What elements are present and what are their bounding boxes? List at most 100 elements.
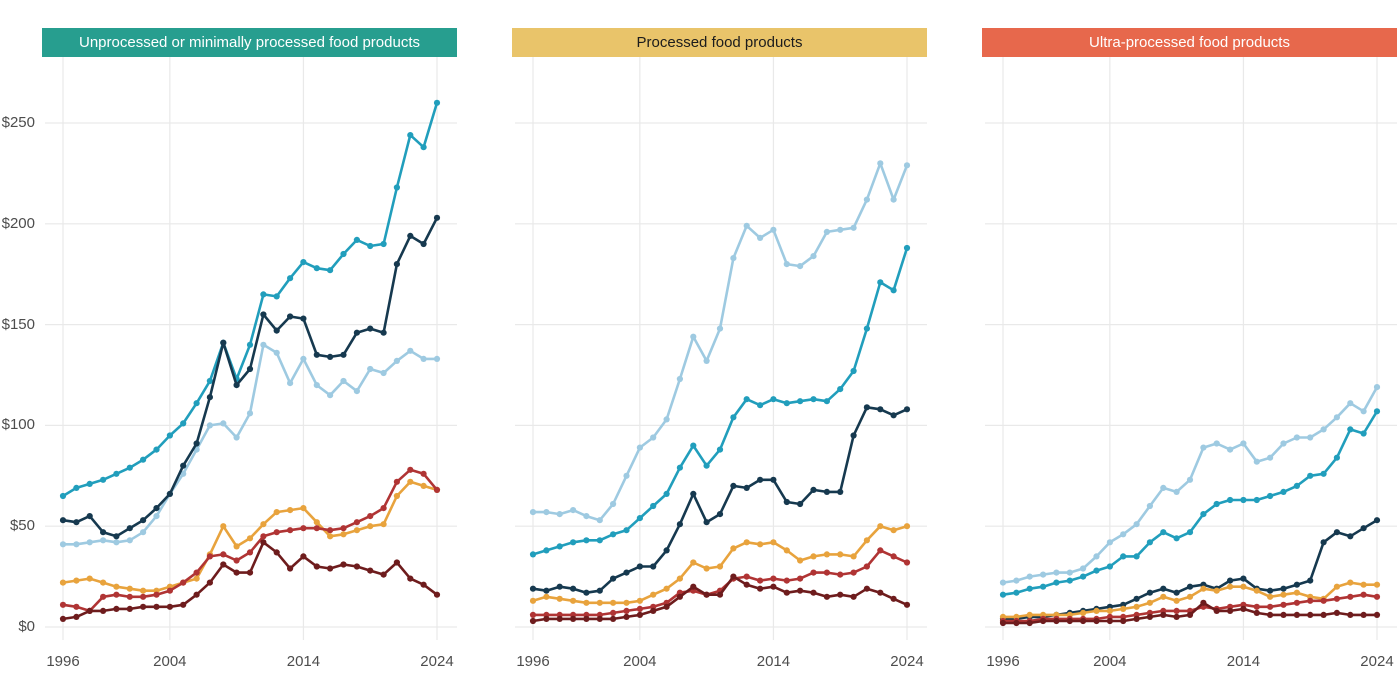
orange-series-point bbox=[367, 523, 374, 530]
light-blue-series-point bbox=[877, 160, 884, 167]
x-axis-tick-label: 2024 bbox=[420, 653, 454, 670]
dark-red-series-point bbox=[529, 617, 537, 625]
light-blue-series-point bbox=[770, 226, 777, 233]
x-axis-tick-label: 2004 bbox=[623, 653, 657, 670]
dark-red-series-point bbox=[59, 615, 67, 623]
orange-series-point bbox=[1293, 589, 1300, 596]
red-series-point bbox=[757, 577, 764, 584]
dark-red-series-point bbox=[999, 619, 1007, 627]
light-blue-series-point bbox=[1267, 454, 1274, 461]
teal-blue-series-point bbox=[903, 244, 911, 252]
orange-series-point bbox=[1093, 607, 1100, 615]
navy-series-point bbox=[1307, 577, 1314, 584]
navy-series-point bbox=[1360, 525, 1367, 532]
navy-series-point bbox=[166, 490, 173, 497]
orange-series-point bbox=[1333, 583, 1340, 590]
orange-series-point bbox=[86, 575, 93, 582]
teal-blue-series-point bbox=[193, 400, 200, 407]
dark-red-series-point bbox=[1066, 617, 1073, 625]
dark-red-series-point bbox=[543, 615, 550, 623]
red-series-point bbox=[1280, 601, 1287, 608]
teal-blue-series-point bbox=[650, 502, 657, 510]
orange-series-point bbox=[529, 597, 537, 604]
orange-series-point bbox=[690, 559, 697, 566]
red-series-point bbox=[407, 466, 414, 473]
red-series-point bbox=[1293, 599, 1300, 606]
light-blue-series-point bbox=[1066, 569, 1073, 576]
dark-red-series-point bbox=[1240, 605, 1247, 613]
dark-red-series-point bbox=[1013, 619, 1020, 627]
orange-series-point bbox=[743, 539, 750, 546]
orange-series-point bbox=[1200, 585, 1207, 592]
teal-blue-series-point bbox=[1066, 577, 1073, 584]
light-blue-series-point bbox=[353, 388, 360, 395]
light-blue-series-point bbox=[703, 357, 710, 364]
teal-blue-series-point bbox=[166, 432, 173, 439]
teal-blue-series-point bbox=[570, 539, 577, 546]
light-blue-series-point bbox=[903, 162, 911, 169]
navy-series-point bbox=[287, 313, 294, 320]
navy-series-point bbox=[863, 404, 870, 411]
light-blue-series-point bbox=[1360, 408, 1367, 415]
dark-red-series-point bbox=[716, 591, 724, 598]
red-series-point bbox=[810, 569, 817, 576]
orange-series-point bbox=[1080, 609, 1087, 617]
dark-red-series-point bbox=[380, 571, 387, 578]
light-blue-series-point bbox=[850, 224, 857, 231]
facet-header-processed: Processed food products bbox=[512, 28, 927, 57]
orange-series-point bbox=[1213, 587, 1220, 594]
teal-blue-series-point bbox=[1173, 535, 1180, 542]
red-series-point bbox=[287, 527, 294, 534]
navy-series-point bbox=[1160, 585, 1167, 592]
teal-blue-series-point bbox=[1320, 470, 1327, 477]
teal-blue-series-point bbox=[273, 293, 280, 300]
teal-blue-series-point bbox=[1053, 579, 1060, 586]
navy-series-point bbox=[153, 505, 160, 512]
teal-blue-series-point bbox=[770, 396, 777, 403]
orange-series-point bbox=[556, 595, 563, 602]
teal-blue-series-point bbox=[367, 242, 374, 250]
red-series-point bbox=[59, 601, 67, 608]
dark-red-series-point bbox=[690, 583, 697, 590]
orange-series-point bbox=[246, 535, 254, 542]
light-blue-series-point bbox=[1213, 440, 1220, 447]
red-series-point bbox=[770, 575, 777, 582]
light-blue-series-point bbox=[556, 511, 563, 518]
light-blue-series-point bbox=[1227, 446, 1234, 453]
red-series-point bbox=[1360, 591, 1367, 598]
dark-red-series-point bbox=[1200, 599, 1207, 606]
light-blue-series-point bbox=[1200, 444, 1207, 451]
light-blue-series-point bbox=[420, 355, 427, 362]
navy-series-point bbox=[690, 490, 697, 497]
light-blue-series-point bbox=[529, 509, 537, 516]
light-blue-series-point bbox=[783, 261, 790, 268]
teal-blue-series-point bbox=[850, 367, 857, 375]
orange-series-point bbox=[650, 591, 657, 598]
dark-red-series-point bbox=[623, 613, 630, 621]
light-blue-series-point bbox=[1280, 440, 1287, 447]
orange-series-point bbox=[797, 557, 804, 564]
teal-blue-series-point bbox=[863, 325, 870, 332]
orange-series-point bbox=[1026, 611, 1033, 619]
light-blue-series-point bbox=[380, 369, 387, 377]
light-blue-series-point bbox=[340, 377, 347, 385]
dark-red-series-point bbox=[890, 595, 897, 602]
red-series-point bbox=[73, 603, 80, 610]
light-blue-series-point bbox=[623, 472, 630, 479]
light-blue-series-point bbox=[1040, 571, 1047, 578]
teal-blue-series-point bbox=[59, 492, 67, 500]
teal-blue-series-point bbox=[1333, 454, 1340, 461]
dark-red-series-point bbox=[570, 615, 577, 623]
dark-red-series-point bbox=[1133, 615, 1140, 623]
dark-red-series-point bbox=[730, 573, 737, 580]
navy-series-point bbox=[273, 327, 280, 334]
teal-blue-series-point bbox=[1240, 496, 1247, 504]
light-blue-series-point bbox=[716, 325, 724, 332]
dark-red-series-point bbox=[153, 603, 160, 610]
dark-red-series-point bbox=[903, 601, 911, 608]
light-blue-series-point bbox=[1120, 531, 1127, 538]
teal-blue-series-point bbox=[1106, 563, 1113, 570]
plot-panel-unprocessed bbox=[45, 57, 457, 640]
light-blue-series-point bbox=[757, 234, 764, 241]
dark-red-series-point bbox=[596, 615, 603, 623]
